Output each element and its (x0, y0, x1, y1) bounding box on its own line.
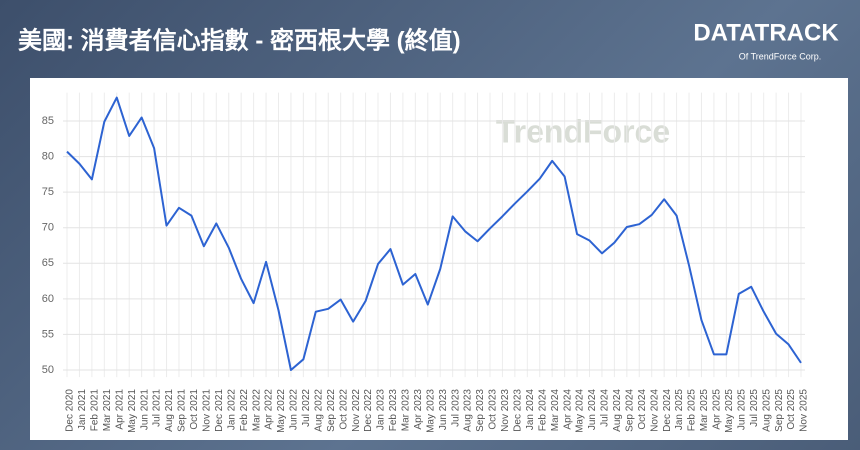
x-tick-label: Jul 2021 (152, 389, 163, 427)
x-tick-label: Feb 2025 (687, 389, 698, 432)
x-tick-label: Oct 2025 (786, 389, 797, 430)
x-tick-label: Jan 2025 (674, 389, 685, 431)
x-tick-label: Aug 2022 (313, 389, 324, 432)
chart-title: 美國: 消費者信心指數 - 密西根大學 (終值) (18, 26, 461, 54)
x-tick-label: Nov 2022 (351, 389, 362, 432)
x-tick-label: Oct 2023 (488, 389, 499, 430)
x-tick-label: Apr 2025 (712, 389, 723, 430)
x-tick-label: Aug 2024 (612, 389, 623, 432)
x-tick-label: Jan 2022 (226, 389, 237, 431)
x-tick-label: Aug 2023 (463, 389, 474, 432)
x-tick-label: Oct 2024 (637, 389, 648, 430)
y-tick-label: 65 (42, 257, 54, 269)
y-tick-label: 80 (42, 151, 54, 163)
x-tick-label: May 2025 (724, 389, 735, 433)
y-tick-label: 75 (42, 186, 54, 198)
x-tick-label: Jul 2022 (301, 389, 312, 427)
watermark: TrendForce (496, 113, 670, 149)
plot-card (30, 78, 848, 440)
x-tick-label: May 2021 (127, 389, 138, 433)
x-tick-label: Sep 2021 (177, 389, 188, 432)
x-tick-label: Sep 2024 (624, 389, 635, 432)
x-tick-label: Dec 2021 (214, 389, 225, 432)
x-tick-label: Dec 2023 (513, 389, 524, 432)
x-tick-label: Apr 2023 (413, 389, 424, 430)
x-tick-label: Mar 2024 (550, 389, 561, 432)
x-tick-label: Dec 2024 (662, 389, 673, 432)
series-line (66, 96, 802, 371)
x-tick-label: Oct 2021 (189, 389, 200, 430)
x-tick-label: Sep 2025 (774, 389, 785, 432)
x-tick-label: Sep 2023 (475, 389, 486, 432)
x-tick-label: Jul 2024 (600, 389, 611, 427)
x-tick-label: Jun 2023 (438, 389, 449, 431)
x-tick-label: Feb 2021 (90, 389, 101, 432)
x-tick-label: Jun 2025 (736, 389, 747, 431)
x-tick-label: Jan 2021 (77, 389, 88, 431)
x-tick-label: Jul 2025 (749, 389, 760, 427)
x-tick-label: Oct 2022 (338, 389, 349, 430)
x-tick-label: Aug 2021 (164, 389, 175, 432)
y-tick-label: 60 (42, 293, 54, 305)
x-tick-label: Nov 2021 (201, 389, 212, 432)
x-tick-label: Feb 2024 (537, 389, 548, 432)
x-tick-label: Dec 2020 (65, 389, 76, 432)
x-tick-label: Mar 2025 (699, 389, 710, 432)
x-tick-label: Apr 2024 (562, 389, 573, 430)
x-tick-label: Feb 2022 (239, 389, 250, 432)
x-tick-label: May 2024 (575, 389, 586, 433)
x-tick-label: Apr 2021 (114, 389, 125, 430)
x-tick-label: Mar 2023 (401, 389, 412, 432)
x-tick-label: Jun 2022 (289, 389, 300, 431)
x-tick-label: Jan 2023 (376, 389, 387, 431)
y-tick-label: 55 (42, 328, 54, 340)
y-tick-label: 50 (42, 364, 54, 376)
x-tick-label: Apr 2022 (264, 389, 275, 430)
x-tick-label: Nov 2025 (799, 389, 810, 432)
x-tick-label: Sep 2022 (326, 389, 337, 432)
logo: DATATRACK (693, 19, 839, 46)
x-tick-label: Jul 2023 (450, 389, 461, 427)
x-tick-label: Jun 2024 (587, 389, 598, 431)
x-tick-label: Dec 2022 (363, 389, 374, 432)
x-tick-label: Mar 2022 (251, 389, 262, 432)
x-tick-label: Feb 2023 (388, 389, 399, 432)
logo-sub: Of TrendForce Corp. (739, 51, 822, 61)
x-tick-label: Jan 2024 (525, 389, 536, 431)
x-tick-label: Aug 2025 (761, 389, 772, 432)
x-tick-label: Mar 2021 (102, 389, 113, 432)
x-tick-label: Nov 2023 (500, 389, 511, 432)
y-tick-label: 85 (42, 115, 54, 127)
x-tick-label: Nov 2024 (649, 389, 660, 432)
x-tick-label: May 2023 (425, 389, 436, 433)
x-tick-label: Jun 2021 (139, 389, 150, 431)
x-tick-label: May 2022 (276, 389, 287, 433)
y-tick-label: 70 (42, 222, 54, 234)
